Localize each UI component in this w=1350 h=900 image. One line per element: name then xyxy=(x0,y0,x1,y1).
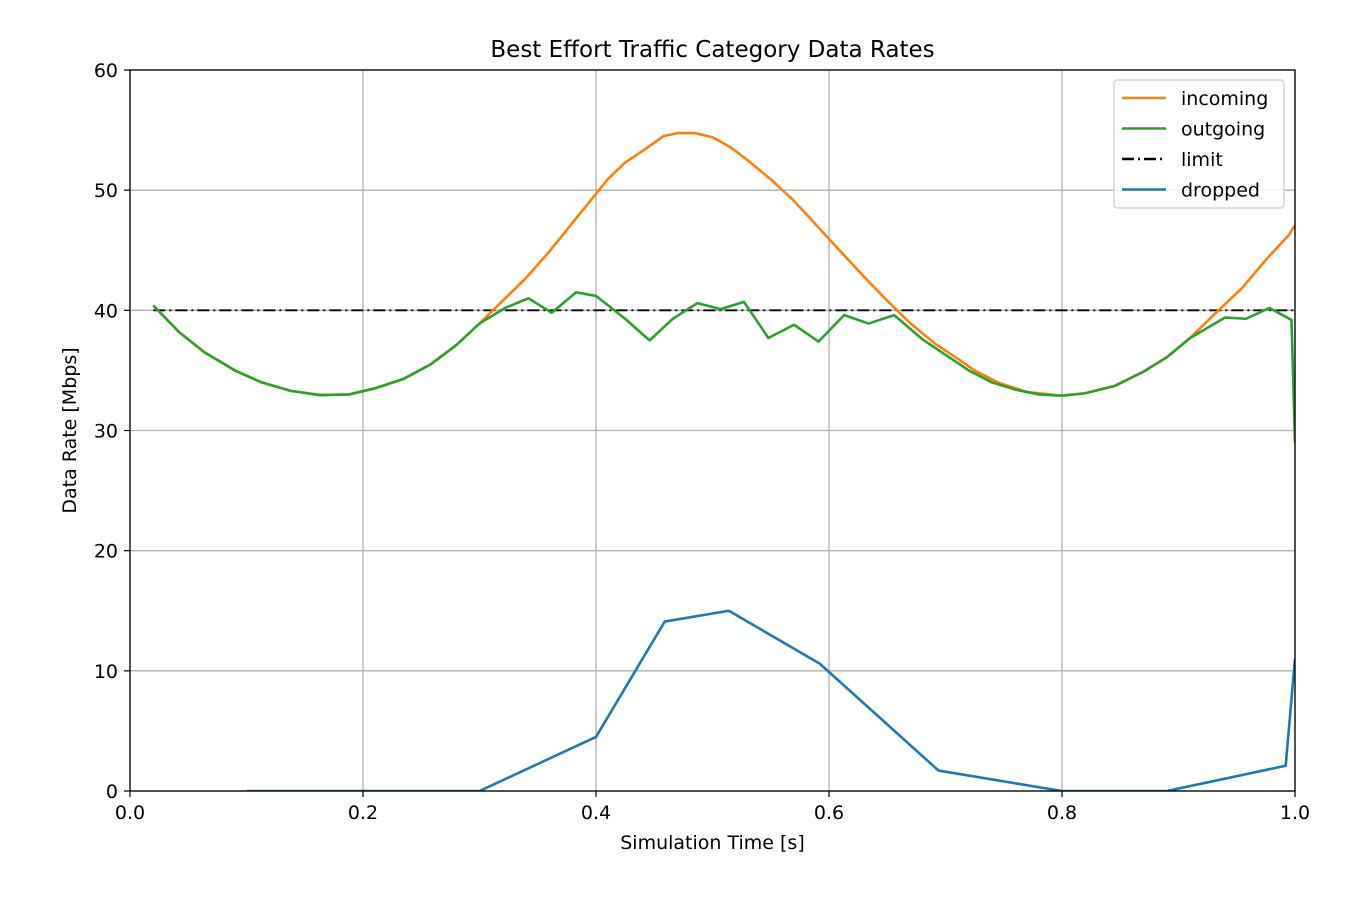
y-tick-label: 10 xyxy=(94,661,118,683)
chart-title: Best Effort Traffic Category Data Rates xyxy=(490,37,934,63)
legend-label-dropped: dropped xyxy=(1181,180,1260,202)
x-tick-label: 0.8 xyxy=(1047,802,1077,824)
y-tick-label: 0 xyxy=(106,781,118,803)
y-axis-label: Data Rate [Mbps] xyxy=(59,347,81,513)
y-tick-label: 50 xyxy=(94,180,118,202)
y-tick-label: 30 xyxy=(94,421,118,443)
y-tick-label: 60 xyxy=(94,60,118,82)
legend-box xyxy=(1113,79,1285,209)
x-tick-label: 0.6 xyxy=(814,802,844,824)
series-line-outgoing xyxy=(152,291,1295,443)
legend-label-incoming: incoming xyxy=(1181,88,1268,110)
legend-label-outgoing: outgoing xyxy=(1181,119,1265,141)
legend-label-limit: limit xyxy=(1181,149,1223,171)
axis-ticks: 0.0 0.2 0.4 0.6 0.8 1.0 0 10 20 30 40 50 60 xyxy=(94,60,1310,824)
x-tick-label: 0.4 xyxy=(581,802,611,824)
series-group xyxy=(152,131,1295,791)
x-axis-label: Simulation Time [s] xyxy=(620,832,805,854)
x-tick-label: 0.2 xyxy=(348,802,378,824)
y-tick-label: 40 xyxy=(94,300,118,322)
y-tick-label: 20 xyxy=(94,541,118,563)
x-tick-label: 1.0 xyxy=(1280,802,1310,824)
legend: incoming outgoing limit dropped xyxy=(1113,79,1285,209)
x-tick-label: 0.0 xyxy=(115,802,145,824)
series-line-dropped xyxy=(246,609,1295,791)
